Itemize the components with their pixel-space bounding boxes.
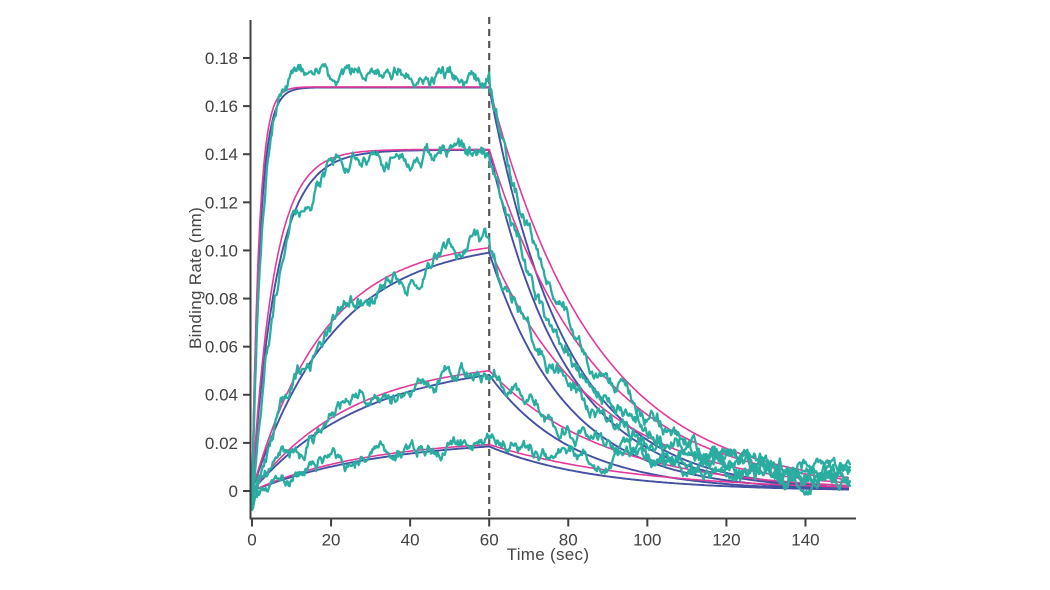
curve-5-fit-line bbox=[251, 443, 849, 492]
x-tick-label: 20 bbox=[322, 531, 341, 550]
y-tick-label: 0.06 bbox=[205, 338, 238, 357]
x-tick-label: 60 bbox=[480, 531, 499, 550]
x-tick-label: 120 bbox=[712, 531, 740, 550]
curve-2-fit-line bbox=[251, 148, 849, 492]
curve-5-data-trace bbox=[250, 432, 852, 511]
y-tick-label: 0.18 bbox=[205, 49, 238, 68]
curve-1-data-trace bbox=[250, 63, 852, 511]
curve-2-fit-overlap-line bbox=[251, 148, 849, 492]
x-tick-label: 140 bbox=[791, 531, 819, 550]
x-tick-label: 40 bbox=[401, 531, 420, 550]
x-tick-label: 100 bbox=[633, 531, 661, 550]
curve-4-fit-overlap-line bbox=[251, 373, 849, 492]
x-tick-label: 80 bbox=[559, 531, 578, 550]
y-tick-label: 0.04 bbox=[205, 386, 238, 405]
y-tick-label: 0.08 bbox=[205, 290, 238, 309]
x-axis-title: Time (sec) bbox=[506, 545, 590, 564]
curve-4-fit-line bbox=[251, 369, 849, 492]
y-tick-label: 0 bbox=[229, 482, 238, 501]
y-tick-label: 0.10 bbox=[205, 241, 238, 260]
y-tick-label: 0.16 bbox=[205, 97, 238, 116]
curve-5-fit-overlap-line bbox=[251, 445, 849, 492]
y-axis-title: Binding Rate (nm) bbox=[186, 206, 205, 350]
x-tick-label: 0 bbox=[247, 531, 256, 550]
y-tick-label: 0.12 bbox=[205, 193, 238, 212]
y-tick-label: 0.02 bbox=[205, 434, 238, 453]
y-tick-label: 0.14 bbox=[205, 145, 238, 164]
curve-4-data-trace bbox=[250, 361, 852, 510]
